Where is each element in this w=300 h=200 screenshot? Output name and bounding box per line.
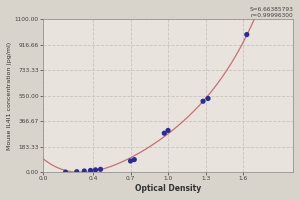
Point <box>166 129 170 132</box>
Point <box>93 168 98 171</box>
Point <box>82 169 87 173</box>
Point <box>74 170 79 173</box>
Point <box>132 158 137 161</box>
Point <box>88 169 93 172</box>
Point <box>63 171 68 174</box>
Point <box>98 168 103 171</box>
Point <box>244 33 249 36</box>
X-axis label: Optical Density: Optical Density <box>135 184 201 193</box>
Point <box>128 159 133 163</box>
Text: S=6.66385793
r=0.99996300: S=6.66385793 r=0.99996300 <box>249 7 293 18</box>
Point <box>201 100 206 103</box>
Point <box>162 132 167 135</box>
Point <box>206 97 210 100</box>
Y-axis label: Mouse IL4I1 concentration (pg/ml): Mouse IL4I1 concentration (pg/ml) <box>7 42 12 150</box>
